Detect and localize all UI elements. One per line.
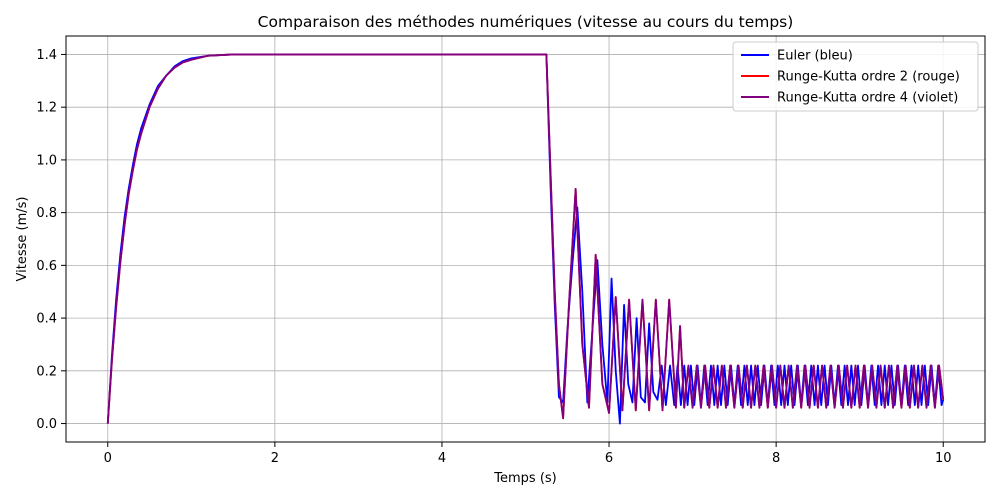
y-tick-label: 0.6	[36, 259, 57, 274]
y-tick-label: 0.4	[36, 312, 57, 327]
plot-area-frame	[65, 35, 986, 443]
rk4-series-line	[106, 53, 945, 424]
x-axis-label: Temps (s)	[493, 471, 556, 486]
x-tick-label: 2	[271, 451, 279, 466]
x-tick-label: 0	[104, 451, 112, 466]
legend: Euler (bleu) Runge-Kutta ordre 2 (rouge)…	[732, 41, 979, 112]
x-tick-label: 6	[605, 451, 613, 466]
y-tick-label: 1.4	[36, 48, 57, 63]
x-tick-label: 4	[438, 451, 446, 466]
y-tick-label: 1.2	[36, 101, 57, 116]
x-tick-label: 8	[772, 451, 780, 466]
legend-label-rk4: Runge-Kutta ordre 4 (violet)	[777, 91, 958, 106]
chart-title: Comparaison des méthodes numériques (vit…	[258, 13, 794, 31]
series-lines	[106, 53, 945, 425]
y-tick-label: 0.8	[36, 206, 57, 221]
legend-label-rk2: Runge-Kutta ordre 2 (rouge)	[777, 70, 960, 85]
x-tick-label: 10	[935, 451, 952, 466]
y-tick-label: 0.0	[36, 417, 57, 432]
axis-ticks: 0 2 4 6 8 10 0.0 0.2 0.4 0.6 0.8 1.0 1.2 1.4	[36, 48, 951, 466]
y-tick-label: 1.0	[36, 153, 57, 168]
legend-label-euler: Euler (bleu)	[777, 49, 853, 64]
y-axis-label: Vitesse (m/s)	[15, 197, 30, 282]
y-tick-label: 0.2	[36, 364, 57, 379]
legend-box	[732, 41, 979, 112]
